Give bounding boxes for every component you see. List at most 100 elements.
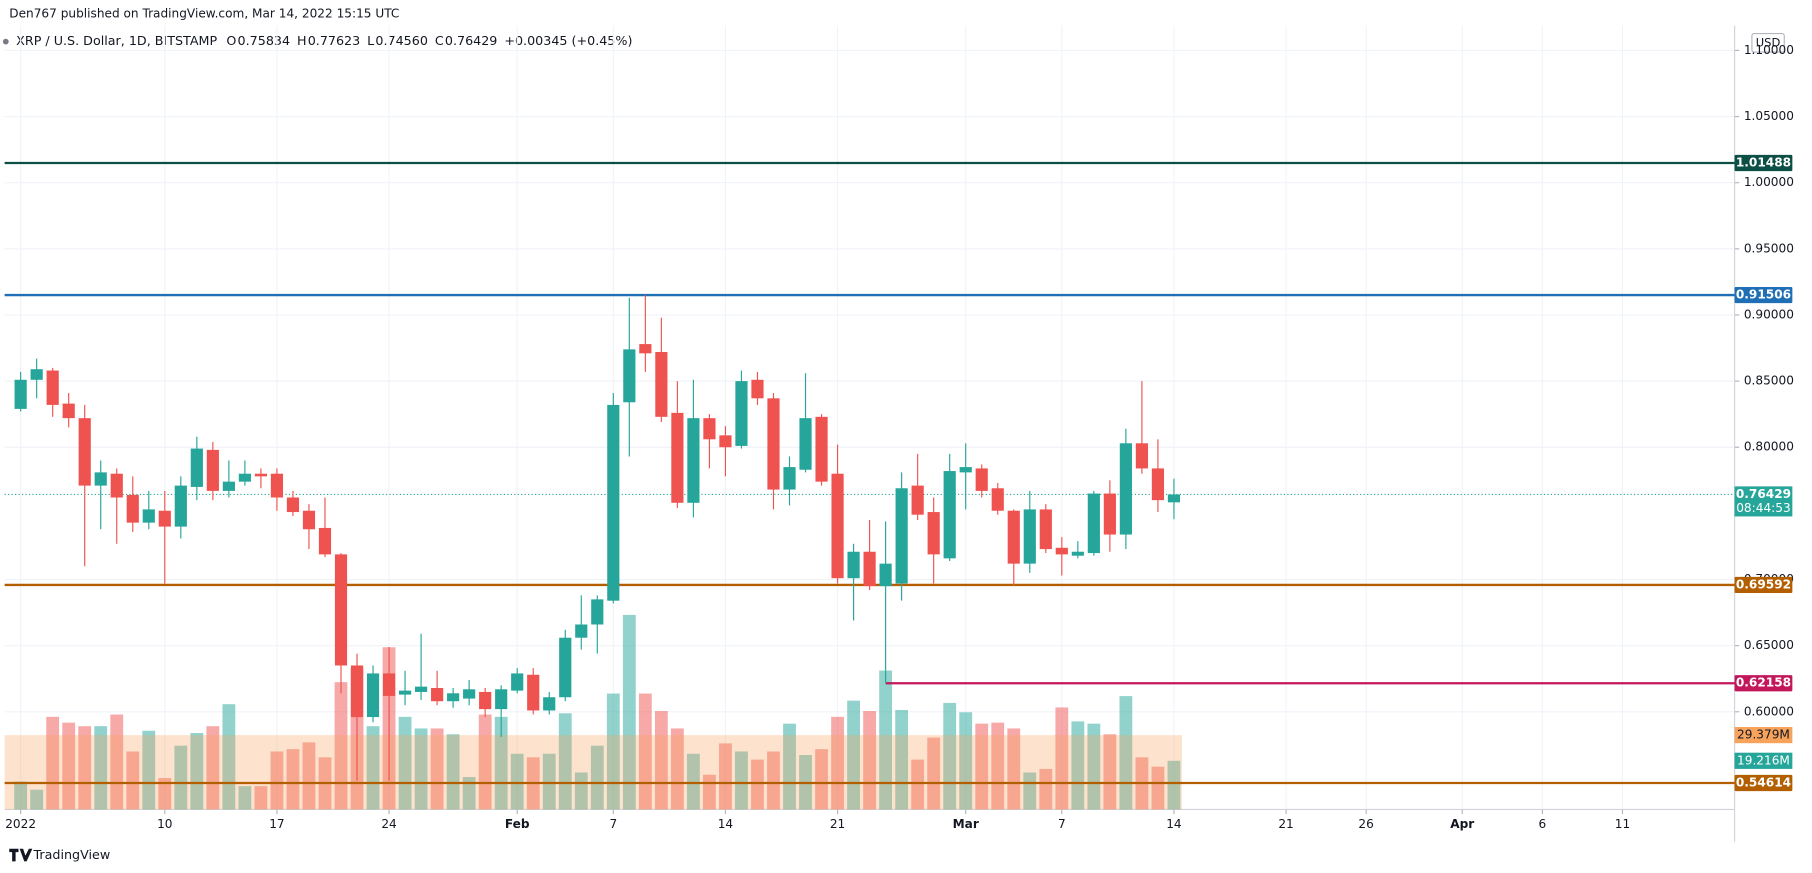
volume-bar — [1071, 721, 1085, 810]
volume-bar — [478, 714, 492, 810]
volume-bar — [606, 693, 620, 810]
candle-body — [687, 418, 700, 503]
candle-body — [94, 472, 107, 486]
volume-bar — [670, 728, 684, 810]
legend-key: H — [297, 33, 307, 48]
axes: 1.10000 1.05000 1.00000 0.95000 0.90000 0.850… — [5, 43, 1794, 831]
candle-body — [927, 512, 940, 555]
y-tick-label: 0.65000 — [1744, 638, 1794, 652]
candle-body — [110, 473, 123, 498]
candle-body — [735, 381, 748, 446]
logo-icon — [9, 848, 33, 862]
volume-bar — [1119, 696, 1133, 810]
candle-body — [671, 412, 684, 503]
volume-bar — [991, 722, 1005, 810]
candle-body — [511, 673, 524, 691]
candle-body — [1071, 551, 1084, 556]
y-tick-label: 0.80000 — [1744, 440, 1794, 454]
level-label: 0.91506 — [1736, 288, 1791, 302]
candle-body — [639, 344, 652, 354]
candle-body — [479, 691, 492, 710]
x-tick-label: 14 — [718, 817, 734, 831]
y-tick-label: 0.90000 — [1744, 307, 1794, 321]
candle-body — [382, 673, 396, 696]
legend-symbol: XRP / U.S. Dollar, 1D, BITSTAMP — [16, 33, 217, 48]
x-tick-label: 21 — [1278, 817, 1293, 831]
volume-bar — [430, 728, 444, 810]
level-label: 0.69592 — [1736, 577, 1791, 591]
volume-bar — [46, 716, 60, 810]
volume-bar — [1023, 772, 1037, 810]
legend-key: C — [435, 33, 444, 48]
volume-ma-box — [1734, 726, 1793, 744]
candle-body — [222, 481, 235, 491]
candle-body — [463, 689, 476, 699]
volume-last-label: 19.216M — [1737, 753, 1790, 767]
volume-bar — [190, 733, 204, 810]
level-label-box — [1734, 286, 1793, 304]
volume-bar — [719, 743, 732, 810]
candle-body — [14, 379, 27, 409]
volume-bar — [158, 778, 172, 810]
volume-bar — [238, 786, 252, 810]
candle-body — [495, 689, 508, 710]
x-tick-label: Apr — [1450, 817, 1474, 831]
x-tick-label: 6 — [1538, 817, 1546, 831]
volume-bar — [590, 745, 604, 810]
candle-body — [302, 510, 316, 530]
y-tick-label: 1.00000 — [1744, 175, 1794, 189]
countdown: 08:44:53 — [1736, 501, 1790, 515]
x-tick-label: 24 — [381, 817, 397, 831]
volume-bar — [574, 772, 588, 810]
candle-body — [431, 687, 444, 702]
legend-key: O — [226, 33, 236, 48]
y-tick-label: 0.60000 — [1744, 704, 1794, 718]
candle-body — [575, 624, 588, 638]
candle-body — [62, 403, 75, 419]
current-price-box — [1734, 486, 1793, 517]
legend-value: 0.74560 — [375, 33, 428, 48]
y-tick-label: 1.10000 — [1744, 43, 1794, 57]
legend-dot — [2, 38, 9, 45]
volume-bar — [895, 709, 909, 810]
volume-bar — [1007, 728, 1021, 810]
candle-body — [30, 369, 43, 380]
volume-bar — [254, 786, 268, 810]
volume-bar — [767, 751, 780, 810]
candle-body — [959, 467, 972, 473]
legend-change: +0.00345 (+0.45%) — [504, 33, 632, 48]
volume-bar — [927, 737, 941, 810]
x-tick-label: Feb — [505, 817, 530, 831]
candle-body — [623, 349, 636, 403]
x-tick-label: 7 — [1058, 817, 1066, 831]
footer-logo: TradingView — [9, 847, 110, 862]
volume-bar — [398, 716, 412, 810]
level-label: 0.62158 — [1736, 676, 1791, 690]
candle-body — [238, 473, 251, 482]
volume-ma-label: 29.379M — [1737, 728, 1790, 742]
candle-body — [559, 637, 572, 698]
x-tick-label: 11 — [1615, 817, 1630, 831]
candle-body — [911, 485, 924, 515]
volume-bar — [414, 728, 428, 810]
candle-body — [847, 551, 860, 579]
volume-bar — [366, 726, 380, 810]
volume-bar — [94, 726, 108, 810]
candle-body — [895, 488, 908, 584]
candle-body — [751, 379, 764, 399]
candle-body — [1023, 509, 1036, 564]
candle-body — [991, 488, 1004, 511]
candle-body — [1007, 510, 1020, 564]
level-label-box — [1734, 154, 1793, 172]
y-tick-label: 0.95000 — [1744, 241, 1794, 255]
candle-body — [879, 563, 892, 587]
level-label: 0.54614 — [1736, 776, 1791, 790]
legend-value: 0.76429 — [445, 33, 498, 48]
x-tick-label: 21 — [830, 817, 845, 831]
candle-body — [703, 418, 716, 440]
volume-last-box — [1734, 752, 1793, 769]
candle-body — [254, 473, 267, 477]
candle-body — [863, 551, 876, 587]
volume-bar — [1103, 734, 1117, 810]
